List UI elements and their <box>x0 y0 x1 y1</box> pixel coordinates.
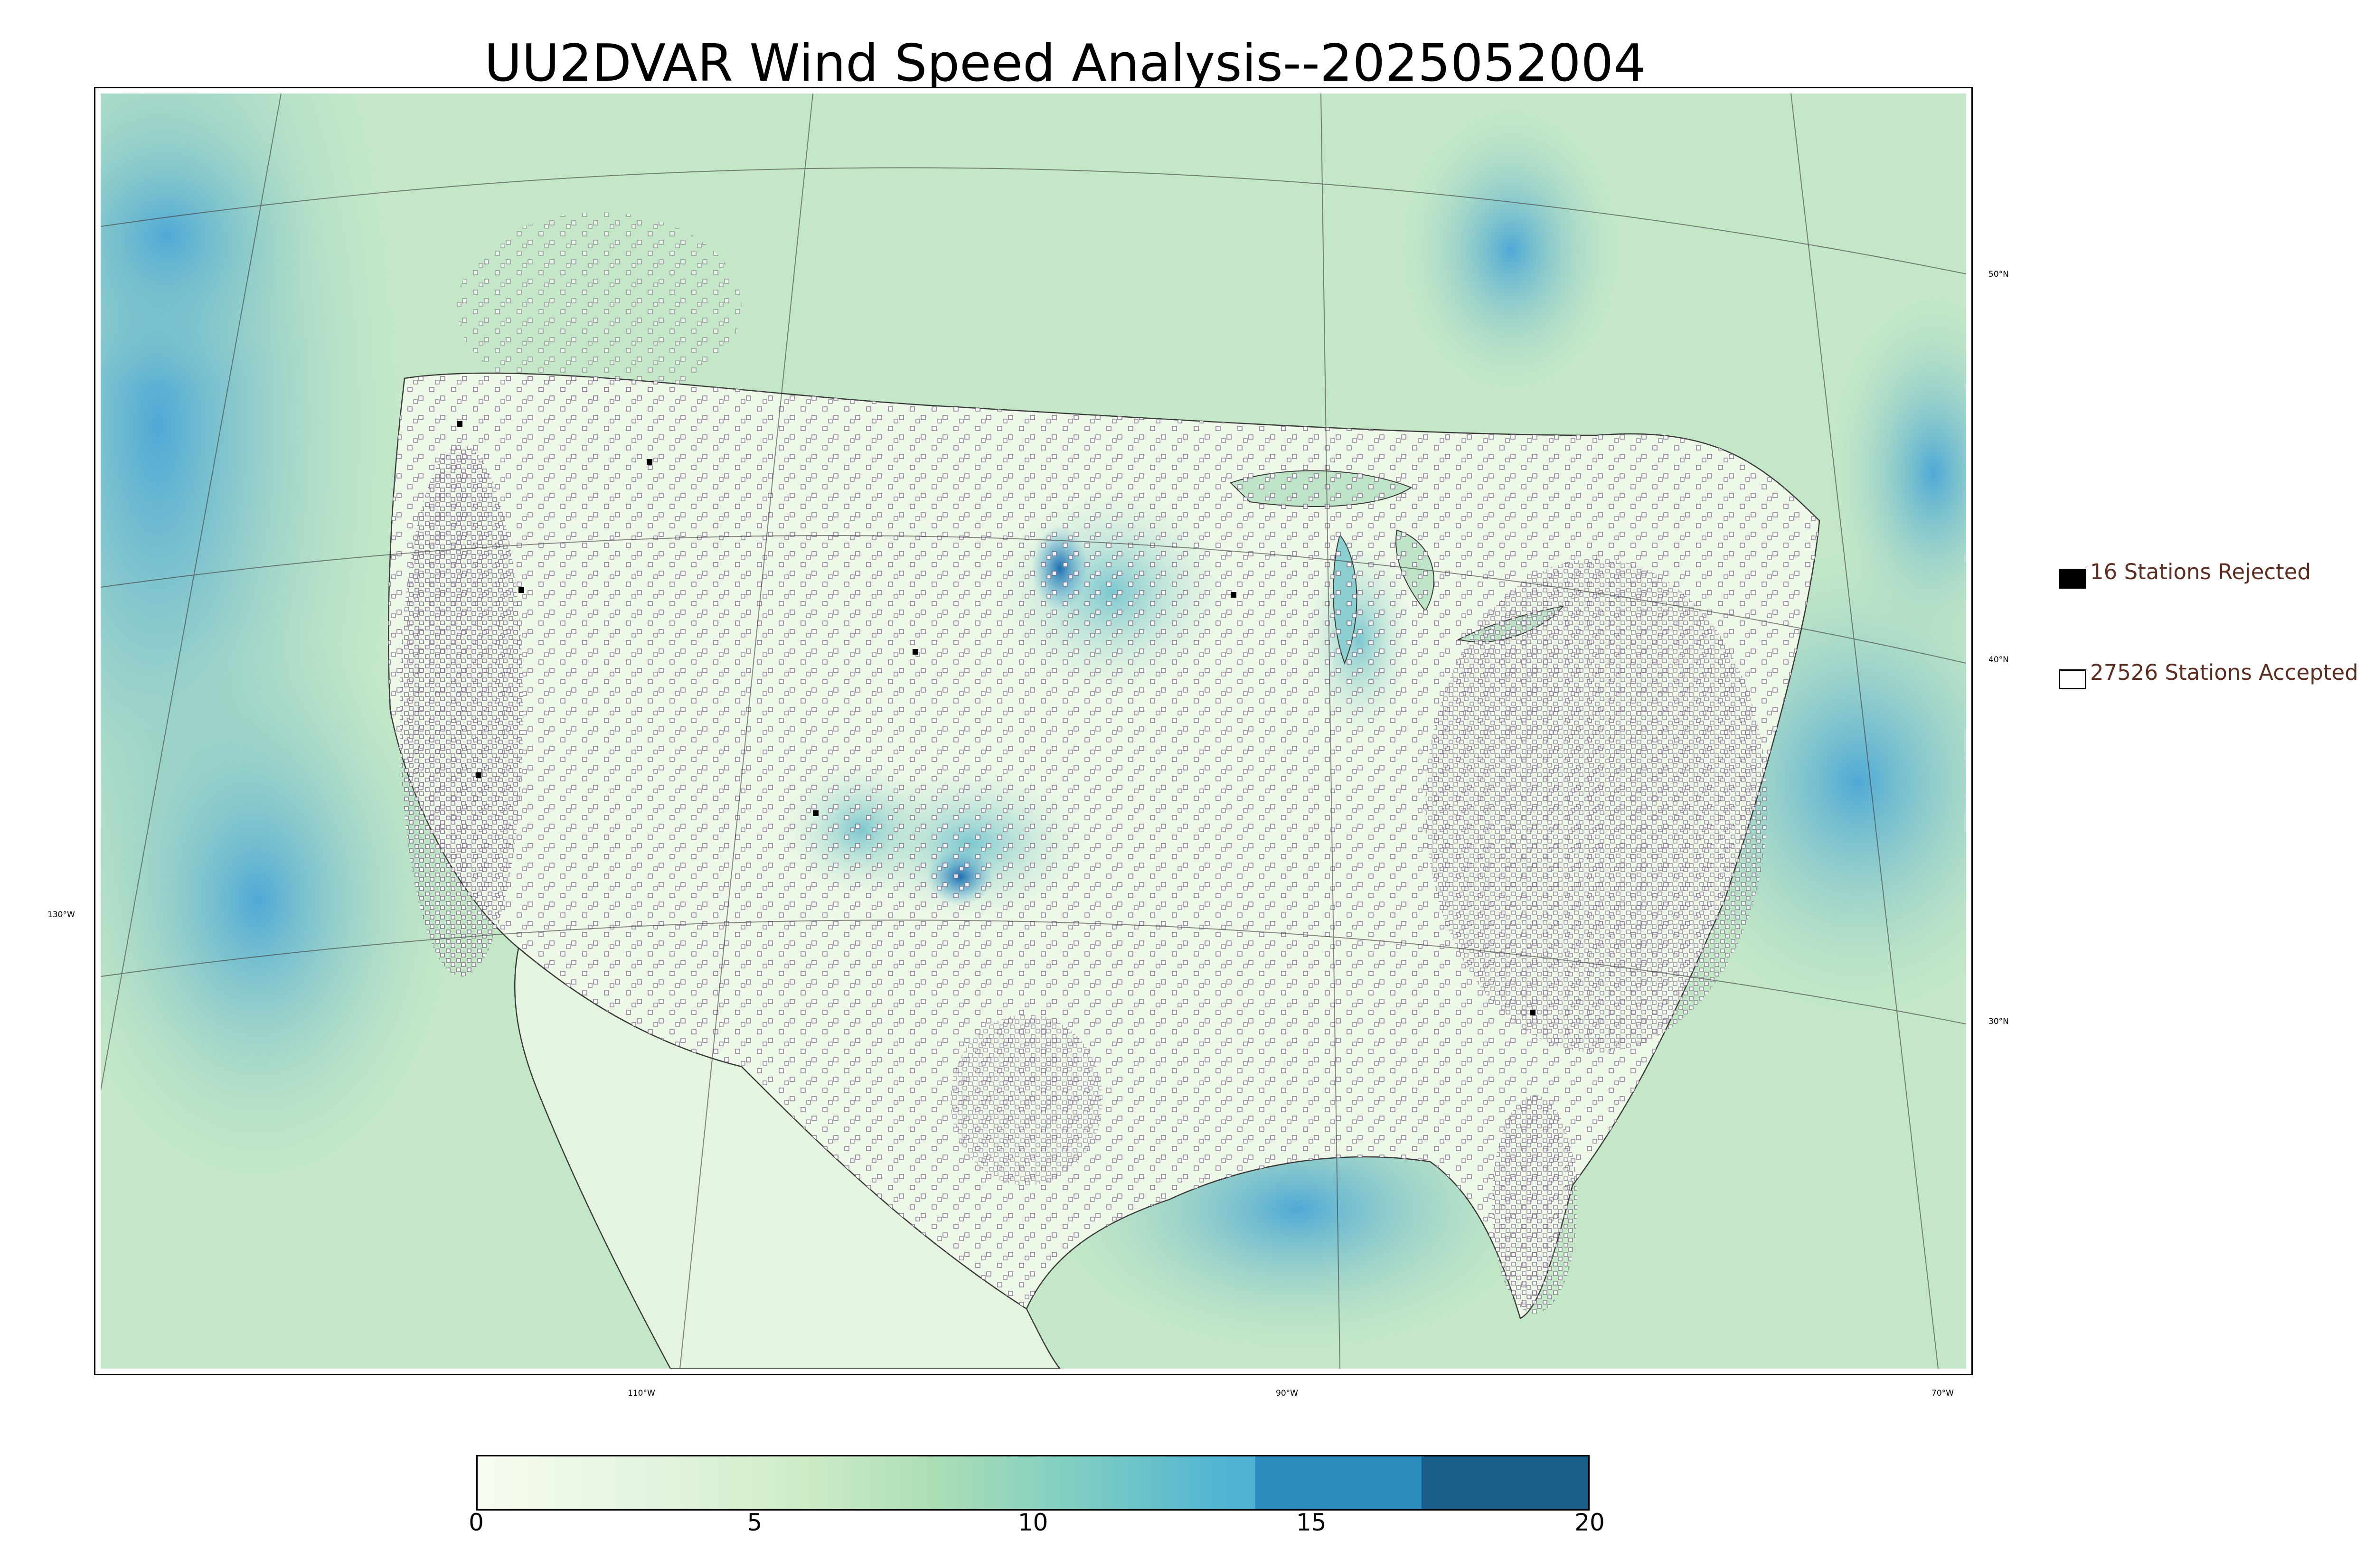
atlantic-wind-area <box>1829 293 1966 654</box>
pacific-wind-area <box>101 616 457 1185</box>
colorbar-tick-label: 0 <box>469 1509 484 1536</box>
rejected-station-swatch <box>2059 569 2086 589</box>
longitude-label: 70°W <box>1931 1389 1954 1398</box>
wind-speed-colorbar <box>476 1455 1590 1511</box>
rejected-station-label: 16 Stations Rejected <box>2090 559 2311 584</box>
station-cluster-canada <box>457 212 742 402</box>
station-cluster-west-coast <box>400 445 523 976</box>
longitude-label: 130°W <box>47 910 75 920</box>
station-cluster-east <box>1425 559 1767 1052</box>
station-cluster-texas <box>951 1014 1102 1185</box>
accepted-station-swatch <box>2059 669 2086 689</box>
wind-speed-map <box>101 94 1966 1369</box>
hudson-bay-wind-area <box>1402 108 1620 393</box>
station-cluster-florida <box>1492 1095 1577 1314</box>
graticule <box>101 94 1966 1369</box>
colorbar-tick-label: 5 <box>747 1509 763 1536</box>
latitude-label: 50°N <box>1988 270 2009 279</box>
colorbar-tick-label: 10 <box>1017 1509 1048 1536</box>
station-markers-rejected <box>457 421 1536 1015</box>
accepted-station-label: 27526 Stations Accepted <box>2090 660 2358 685</box>
latitude-label: 30°N <box>1988 1017 2009 1026</box>
longitude-label: 110°W <box>628 1389 655 1398</box>
station-markers-accepted <box>388 373 1819 1318</box>
colorbar-tick-label: 15 <box>1296 1509 1327 1536</box>
longitude-label: 90°W <box>1276 1389 1298 1398</box>
map-title: UU2DVAR Wind Speed Analysis--2025052004 <box>484 34 1646 93</box>
latitude-label: 40°N <box>1988 655 2009 665</box>
colorbar-tick-label: 20 <box>1574 1509 1605 1536</box>
